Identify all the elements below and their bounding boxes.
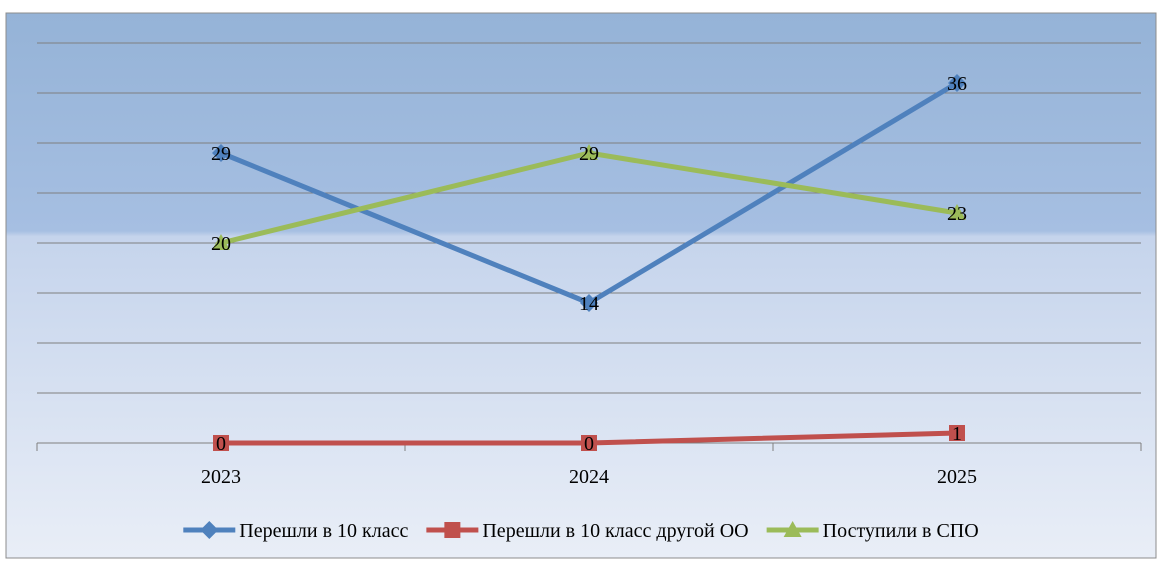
series-1 xyxy=(212,74,966,312)
legend-label: Перешли в 10 класс другой ОО xyxy=(482,520,748,542)
data-point-marker xyxy=(581,435,597,451)
data-point-marker xyxy=(580,144,598,160)
legend-item-3: Поступили в СПО xyxy=(766,520,979,542)
data-point-marker xyxy=(213,435,229,451)
data-label: 29 xyxy=(211,143,231,165)
gridlines xyxy=(37,42,1141,394)
data-label: 36 xyxy=(947,73,967,95)
data-point-marker xyxy=(948,204,966,220)
legend-label: Перешли в 10 класс xyxy=(239,520,408,542)
data-point-marker xyxy=(580,294,598,312)
data-label: 23 xyxy=(947,203,967,225)
data-label: 0 xyxy=(584,433,594,455)
series-3 xyxy=(212,144,966,250)
data-label: 20 xyxy=(211,233,231,255)
data-point-marker xyxy=(949,425,965,441)
data-label: 29 xyxy=(579,143,599,165)
data-labels: 29 14 36 0 0 1 20 29 23 xyxy=(211,73,967,455)
legend-swatch-marker xyxy=(200,521,219,539)
x-tick-label: 2025 xyxy=(937,466,977,488)
data-label: 0 xyxy=(216,433,226,455)
x-tick-label: 2023 xyxy=(201,466,241,488)
x-tick-label: 2024 xyxy=(569,466,609,488)
legend-item-1: Перешли в 10 класс xyxy=(183,520,408,542)
legend-item-2: Перешли в 10 класс другой ОО xyxy=(426,520,749,542)
chart-background xyxy=(5,12,1157,559)
legend-label: Поступили в СПО xyxy=(823,520,979,542)
legend: Перешли в 10 класс Перешли в 10 класс дру… xyxy=(183,520,979,542)
data-label: 1 xyxy=(952,423,962,445)
legend-swatch-marker xyxy=(444,522,461,538)
series-group xyxy=(212,74,966,451)
data-label: 14 xyxy=(579,293,599,315)
series-2 xyxy=(213,425,965,451)
legend-swatch-marker xyxy=(783,521,802,537)
data-point-marker xyxy=(212,234,230,250)
data-point-marker xyxy=(948,74,966,92)
data-point-marker xyxy=(212,144,230,162)
